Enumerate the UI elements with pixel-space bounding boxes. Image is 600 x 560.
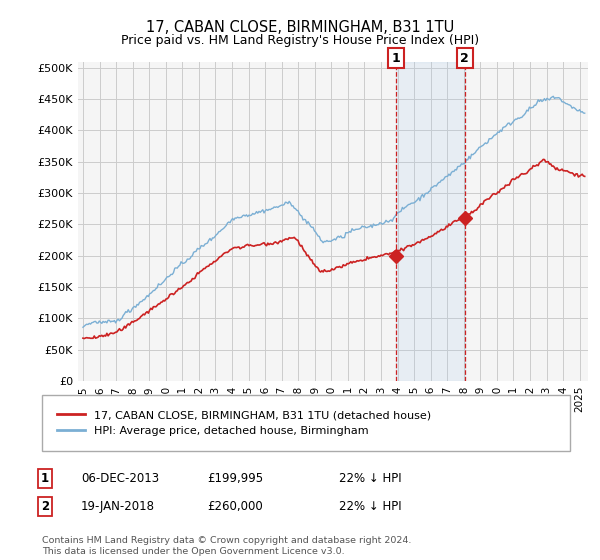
Text: Contains HM Land Registry data © Crown copyright and database right 2024.
This d: Contains HM Land Registry data © Crown c…: [42, 536, 412, 556]
Text: 2: 2: [460, 52, 469, 65]
Text: £199,995: £199,995: [207, 472, 263, 486]
Text: 17, CABAN CLOSE, BIRMINGHAM, B31 1TU: 17, CABAN CLOSE, BIRMINGHAM, B31 1TU: [146, 20, 454, 35]
FancyBboxPatch shape: [42, 395, 570, 451]
Bar: [396, 62, 464, 381]
Text: 22% ↓ HPI: 22% ↓ HPI: [339, 500, 401, 514]
Text: 06-DEC-2013: 06-DEC-2013: [81, 472, 159, 486]
Text: 1: 1: [41, 472, 49, 486]
Text: 2: 2: [41, 500, 49, 514]
Text: Price paid vs. HM Land Registry's House Price Index (HPI): Price paid vs. HM Land Registry's House …: [121, 34, 479, 46]
Text: 19-JAN-2018: 19-JAN-2018: [81, 500, 155, 514]
Text: £260,000: £260,000: [207, 500, 263, 514]
Text: 1: 1: [392, 52, 401, 65]
Legend: 17, CABAN CLOSE, BIRMINGHAM, B31 1TU (detached house), HPI: Average price, detac: 17, CABAN CLOSE, BIRMINGHAM, B31 1TU (de…: [53, 405, 436, 440]
Text: 22% ↓ HPI: 22% ↓ HPI: [339, 472, 401, 486]
